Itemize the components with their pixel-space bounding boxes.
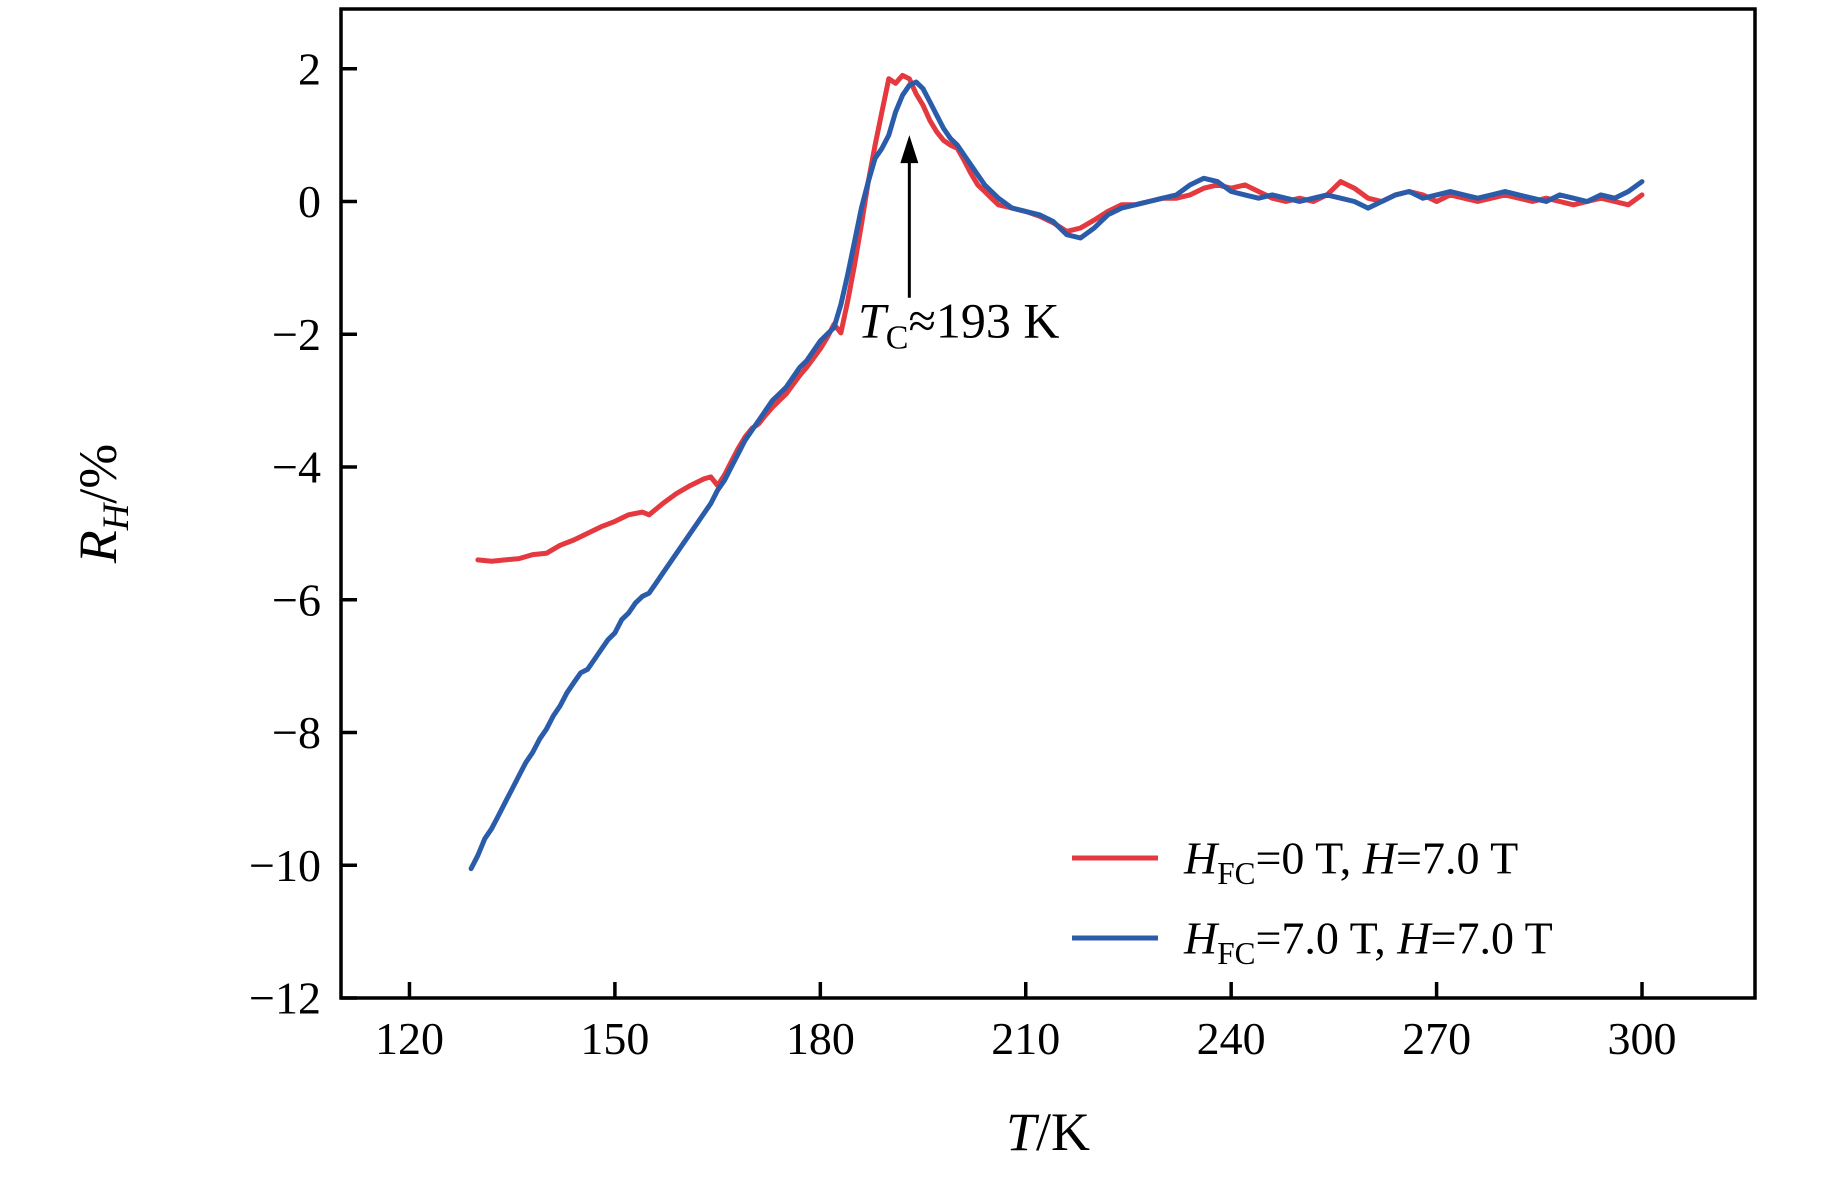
y-tick-label: −2 [272,309,321,360]
y-axis-label: RH/% [68,444,136,565]
annotation-arrowhead [900,135,919,164]
plot-frame [339,7,1757,1000]
x-tick-label: 300 [1608,1013,1677,1064]
x-tick-label: 240 [1197,1013,1266,1064]
x-tick-label: 210 [991,1013,1060,1064]
x-tick-label: 150 [580,1013,649,1064]
y-tick-label: −4 [272,442,321,493]
y-tick-label: −6 [272,574,321,625]
annotation-tc-label: TC≈193 K [858,293,1060,357]
y-tick-label: −10 [249,840,321,891]
x-tick-label: 180 [786,1013,855,1064]
legend-label-0: HFC=0 T, H=7.0 T [1183,833,1518,891]
y-tick-label: −12 [249,973,321,1024]
y-tick-label: 0 [298,176,321,227]
y-tick-label: −8 [272,707,321,758]
series-line-0 [475,72,1645,564]
x-axis-label: T/K [1006,1102,1090,1162]
legend-label-1: HFC=7.0 T, H=7.0 T [1183,913,1553,971]
x-tick-label: 270 [1402,1013,1471,1064]
series-line-1 [468,79,1645,872]
y-tick-label: 2 [298,43,321,94]
x-tick-label: 120 [375,1013,444,1064]
